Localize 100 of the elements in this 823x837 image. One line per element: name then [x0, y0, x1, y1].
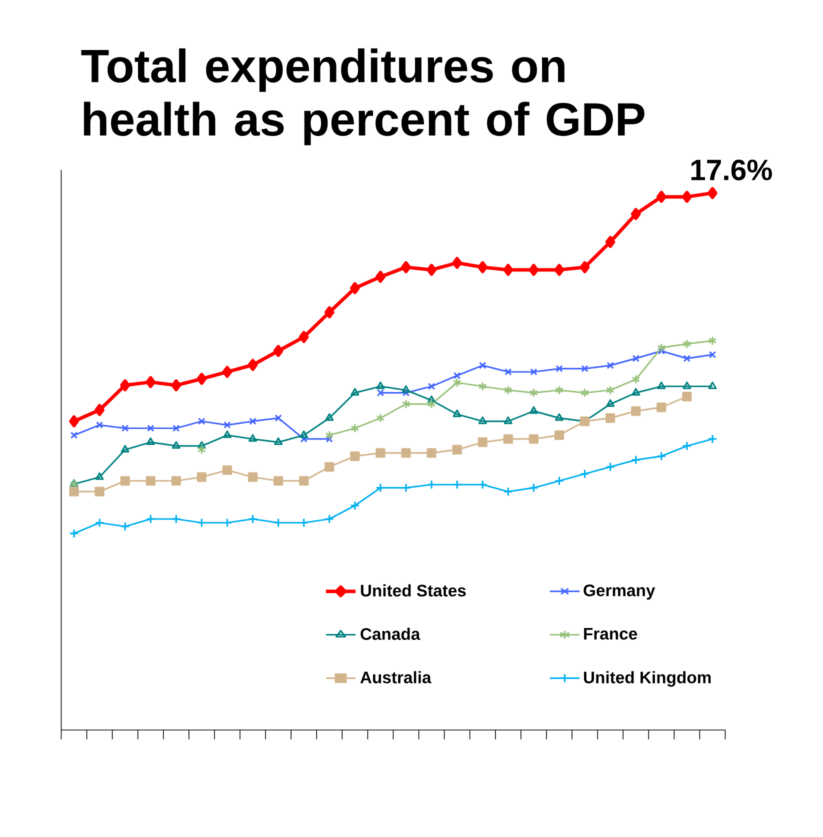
- point: [171, 476, 181, 486]
- point: [504, 385, 512, 395]
- point: [401, 448, 411, 458]
- point: [427, 396, 436, 404]
- point: [350, 500, 360, 510]
- point: [657, 382, 666, 390]
- point: [503, 434, 513, 444]
- legend-label: United Kingdom: [584, 671, 711, 687]
- point: [300, 435, 308, 443]
- point: [606, 462, 616, 472]
- point: [300, 430, 308, 438]
- point: [326, 435, 334, 443]
- point: [682, 190, 692, 203]
- point: [632, 388, 640, 396]
- legend-label: France: [584, 628, 638, 640]
- point: [528, 483, 538, 493]
- point: [402, 399, 410, 409]
- point: [581, 365, 588, 372]
- point: [606, 385, 615, 395]
- point: [69, 486, 79, 496]
- point: [580, 469, 590, 479]
- point: [146, 514, 156, 524]
- point: [632, 374, 640, 384]
- point: [350, 423, 360, 434]
- legend-label: Canada: [360, 628, 420, 640]
- point: [95, 472, 104, 480]
- point: [682, 339, 692, 349]
- point: [324, 306, 334, 318]
- point: [324, 462, 334, 472]
- point: [121, 424, 129, 432]
- point: [682, 382, 692, 390]
- point: [529, 388, 538, 398]
- point: [504, 416, 512, 424]
- point: [94, 518, 104, 528]
- point: [325, 430, 334, 440]
- point: [376, 483, 386, 493]
- point: [606, 362, 614, 370]
- chart-title: Total expenditures on health as percent of GDP: [81, 48, 644, 146]
- point: [248, 358, 258, 371]
- point: [452, 378, 462, 388]
- point: [630, 208, 641, 220]
- point: [606, 413, 616, 423]
- point: [171, 514, 181, 524]
- point: [96, 421, 104, 429]
- point: [605, 236, 616, 248]
- point: [249, 418, 256, 425]
- point: [708, 336, 717, 346]
- point: [224, 421, 231, 429]
- point: [248, 434, 258, 442]
- point: [478, 416, 487, 424]
- point: [426, 264, 436, 276]
- point: [503, 264, 514, 276]
- point: [452, 409, 462, 418]
- point: [554, 476, 564, 486]
- point: [478, 261, 488, 274]
- point: [222, 465, 232, 475]
- point: [274, 437, 283, 446]
- point: [273, 344, 284, 357]
- point: [325, 413, 334, 421]
- point: [376, 270, 386, 283]
- point: [528, 434, 538, 444]
- point: [350, 388, 360, 396]
- point: [478, 362, 486, 370]
- point: [120, 444, 130, 453]
- point: [658, 347, 666, 355]
- point: [528, 264, 539, 276]
- point: [682, 392, 692, 402]
- point: [426, 480, 436, 490]
- point: [274, 476, 284, 486]
- point: [324, 514, 334, 524]
- legend-label: Germany: [584, 584, 656, 600]
- point: [554, 264, 564, 276]
- point: [708, 382, 717, 390]
- point: [682, 441, 692, 451]
- point: [69, 528, 79, 538]
- point: [350, 282, 360, 294]
- point: [299, 476, 309, 486]
- legend-label: Australia: [360, 671, 432, 684]
- point: [580, 261, 590, 274]
- point: [503, 486, 513, 496]
- point: [196, 372, 207, 385]
- point: [556, 365, 563, 372]
- point: [631, 455, 641, 465]
- point: [69, 415, 79, 428]
- point: [478, 382, 487, 392]
- point: [554, 413, 564, 421]
- point: [402, 385, 410, 393]
- point: [530, 368, 538, 376]
- point: [146, 424, 154, 432]
- point: [196, 472, 206, 482]
- point: [426, 448, 436, 458]
- point: [94, 486, 104, 496]
- point: [657, 342, 666, 353]
- point: [248, 514, 258, 524]
- point: [683, 354, 691, 362]
- point: [632, 354, 640, 362]
- point: [120, 522, 130, 532]
- point: [452, 480, 462, 490]
- point: [146, 376, 156, 388]
- point: [554, 385, 564, 395]
